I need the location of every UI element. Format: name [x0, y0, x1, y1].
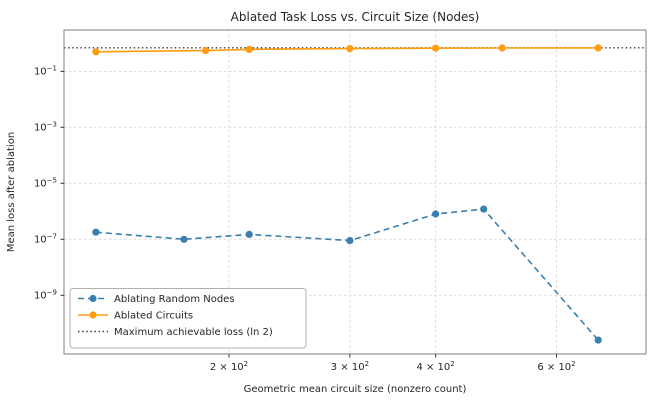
legend-entry: Maximum achievable loss (ln 2) [78, 327, 273, 338]
y-tick-label: 10−5 [34, 176, 57, 189]
data-point [202, 47, 210, 55]
data-point [245, 230, 253, 238]
data-point [92, 228, 100, 236]
y-tick-label: 10−3 [34, 120, 57, 133]
plot-border [63, 29, 647, 355]
data-point [180, 235, 188, 243]
series-ablating-random-nodes [92, 205, 602, 344]
data-point [480, 205, 488, 213]
y-tick-label: 10−1 [34, 64, 57, 77]
legend-marker [89, 294, 97, 303]
y-tick-label: 10−9 [34, 288, 57, 301]
data-point [498, 44, 506, 52]
legend-box [69, 288, 307, 349]
chart-title: Ablated Task Loss vs. Circuit Size (Node… [231, 10, 480, 24]
x-axis-label: Geometric mean circuit size (nonzero cou… [244, 384, 467, 395]
series-ablated-circuits [92, 44, 602, 56]
axis-ticks: 2 × 102 3 × 102 4 × 102 6 × 102 10−1 10−3 10−5… [34, 64, 576, 373]
x-tick-label: 4 × 102 [416, 360, 454, 373]
series-group [92, 44, 602, 344]
legend: Ablating Random Nodes Ablated Circuits Max… [69, 288, 307, 349]
plot-frame [63, 29, 647, 355]
x-tick-label: 2 × 102 [210, 360, 248, 373]
data-point [245, 45, 253, 54]
x-tick-label: 3 × 102 [331, 360, 369, 373]
y-axis-label: Mean loss after ablation [6, 132, 17, 252]
y-tick-label: 10−7 [34, 232, 57, 245]
data-point [594, 336, 602, 344]
legend-entry: Ablated Circuits [78, 311, 193, 322]
data-point [594, 44, 602, 52]
legend-label: Ablated Circuits [114, 311, 193, 322]
data-point [346, 237, 354, 245]
x-tick-label: 6 × 102 [537, 360, 575, 373]
data-point [432, 210, 440, 218]
data-point [92, 48, 100, 56]
legend-entry: Ablating Random Nodes [78, 294, 235, 305]
legend-marker [89, 311, 97, 319]
legend-label: Ablating Random Nodes [114, 294, 235, 305]
legend-label: Maximum achievable loss (ln 2) [114, 327, 273, 338]
data-point [432, 44, 440, 52]
data-point [346, 45, 354, 53]
